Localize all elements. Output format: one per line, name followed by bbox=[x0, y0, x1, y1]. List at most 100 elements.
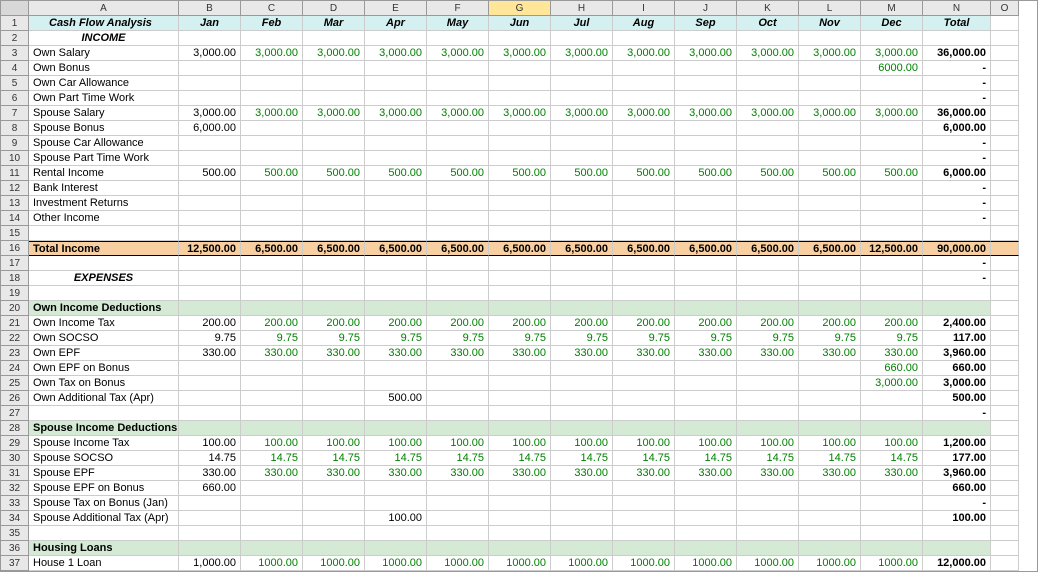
rowtotal-26[interactable]: 500.00 bbox=[923, 391, 991, 406]
val-33-6[interactable] bbox=[551, 496, 613, 511]
val-31-7[interactable]: 330.00 bbox=[613, 466, 675, 481]
val-7-11[interactable]: 3,000.00 bbox=[861, 106, 923, 121]
cell-28-9[interactable] bbox=[737, 421, 799, 436]
row-header-5[interactable]: 5 bbox=[1, 76, 29, 91]
val-23-4[interactable]: 330.00 bbox=[427, 346, 489, 361]
cell-O31[interactable] bbox=[991, 466, 1019, 481]
val-9-0[interactable] bbox=[179, 136, 241, 151]
cell-19-0[interactable] bbox=[29, 286, 179, 301]
val-31-8[interactable]: 330.00 bbox=[675, 466, 737, 481]
cell-O28[interactable] bbox=[991, 421, 1019, 436]
total-val-16-9[interactable]: 6,500.00 bbox=[737, 241, 799, 256]
val-12-1[interactable] bbox=[241, 181, 303, 196]
cell-18-11[interactable] bbox=[861, 271, 923, 286]
val-13-3[interactable] bbox=[365, 196, 427, 211]
val-27-9[interactable] bbox=[737, 406, 799, 421]
val-34-5[interactable] bbox=[489, 511, 551, 526]
val-26-7[interactable] bbox=[613, 391, 675, 406]
row-header-23[interactable]: 23 bbox=[1, 346, 29, 361]
cell-19-8[interactable] bbox=[613, 286, 675, 301]
val-4-8[interactable] bbox=[675, 61, 737, 76]
val-29-10[interactable]: 100.00 bbox=[799, 436, 861, 451]
cell-36-12[interactable] bbox=[923, 541, 991, 556]
val-33-4[interactable] bbox=[427, 496, 489, 511]
val-11-0[interactable]: 500.00 bbox=[179, 166, 241, 181]
val-22-7[interactable]: 9.75 bbox=[613, 331, 675, 346]
rowtotal-21[interactable]: 2,400.00 bbox=[923, 316, 991, 331]
val-17-2[interactable] bbox=[303, 256, 365, 271]
val-10-7[interactable] bbox=[613, 151, 675, 166]
cell-18-1[interactable] bbox=[241, 271, 303, 286]
val-10-5[interactable] bbox=[489, 151, 551, 166]
val-27-6[interactable] bbox=[551, 406, 613, 421]
val-11-11[interactable]: 500.00 bbox=[861, 166, 923, 181]
total-val-16-3[interactable]: 6,500.00 bbox=[365, 241, 427, 256]
val-33-7[interactable] bbox=[613, 496, 675, 511]
rowtotal-5[interactable]: - bbox=[923, 76, 991, 91]
val-10-11[interactable] bbox=[861, 151, 923, 166]
val-31-1[interactable]: 330.00 bbox=[241, 466, 303, 481]
val-26-10[interactable] bbox=[799, 391, 861, 406]
total-val-16-8[interactable]: 6,500.00 bbox=[675, 241, 737, 256]
label-23[interactable]: Own EPF bbox=[29, 346, 179, 361]
cell-O21[interactable] bbox=[991, 316, 1019, 331]
month-header-Aug[interactable]: Aug bbox=[613, 16, 675, 31]
val-5-7[interactable] bbox=[613, 76, 675, 91]
val-29-4[interactable]: 100.00 bbox=[427, 436, 489, 451]
cell-O32[interactable] bbox=[991, 481, 1019, 496]
val-3-10[interactable]: 3,000.00 bbox=[799, 46, 861, 61]
val-12-3[interactable] bbox=[365, 181, 427, 196]
cell-2-1[interactable] bbox=[241, 31, 303, 46]
val-11-6[interactable]: 500.00 bbox=[551, 166, 613, 181]
val-22-3[interactable]: 9.75 bbox=[365, 331, 427, 346]
row-header-9[interactable]: 9 bbox=[1, 136, 29, 151]
val-26-11[interactable] bbox=[861, 391, 923, 406]
cell-total-2[interactable] bbox=[923, 31, 991, 46]
val-37-3[interactable]: 1000.00 bbox=[365, 556, 427, 571]
val-27-2[interactable] bbox=[303, 406, 365, 421]
val-17-8[interactable] bbox=[675, 256, 737, 271]
val-26-9[interactable] bbox=[737, 391, 799, 406]
rowtotal-37[interactable]: 12,000.00 bbox=[923, 556, 991, 571]
val-22-0[interactable]: 9.75 bbox=[179, 331, 241, 346]
val-29-2[interactable]: 100.00 bbox=[303, 436, 365, 451]
val-33-2[interactable] bbox=[303, 496, 365, 511]
val-30-3[interactable]: 14.75 bbox=[365, 451, 427, 466]
val-26-8[interactable] bbox=[675, 391, 737, 406]
val-25-1[interactable] bbox=[241, 376, 303, 391]
cell-28-4[interactable] bbox=[427, 421, 489, 436]
val-22-1[interactable]: 9.75 bbox=[241, 331, 303, 346]
cell-18-3[interactable] bbox=[365, 271, 427, 286]
month-header-Sep[interactable]: Sep bbox=[675, 16, 737, 31]
val-21-10[interactable]: 200.00 bbox=[799, 316, 861, 331]
val-7-4[interactable]: 3,000.00 bbox=[427, 106, 489, 121]
val-31-6[interactable]: 330.00 bbox=[551, 466, 613, 481]
val-6-10[interactable] bbox=[799, 91, 861, 106]
row-header-8[interactable]: 8 bbox=[1, 121, 29, 136]
val-12-6[interactable] bbox=[551, 181, 613, 196]
cell-O9[interactable] bbox=[991, 136, 1019, 151]
label-22[interactable]: Own SOCSO bbox=[29, 331, 179, 346]
row-header-30[interactable]: 30 bbox=[1, 451, 29, 466]
val-30-4[interactable]: 14.75 bbox=[427, 451, 489, 466]
val-25-7[interactable] bbox=[613, 376, 675, 391]
val-29-7[interactable]: 100.00 bbox=[613, 436, 675, 451]
val-21-6[interactable]: 200.00 bbox=[551, 316, 613, 331]
val-24-6[interactable] bbox=[551, 361, 613, 376]
cell-19-4[interactable] bbox=[365, 286, 427, 301]
val-25-9[interactable] bbox=[737, 376, 799, 391]
rowtotal-33[interactable]: - bbox=[923, 496, 991, 511]
val-12-4[interactable] bbox=[427, 181, 489, 196]
val-12-7[interactable] bbox=[613, 181, 675, 196]
val-5-6[interactable] bbox=[551, 76, 613, 91]
cell-20-3[interactable] bbox=[365, 301, 427, 316]
val-32-11[interactable] bbox=[861, 481, 923, 496]
val-6-7[interactable] bbox=[613, 91, 675, 106]
cell-20-7[interactable] bbox=[613, 301, 675, 316]
month-header-Nov[interactable]: Nov bbox=[799, 16, 861, 31]
val-3-6[interactable]: 3,000.00 bbox=[551, 46, 613, 61]
val-5-8[interactable] bbox=[675, 76, 737, 91]
cell-19-14[interactable] bbox=[991, 286, 1019, 301]
val-12-2[interactable] bbox=[303, 181, 365, 196]
row-header-17[interactable]: 17 bbox=[1, 256, 29, 271]
